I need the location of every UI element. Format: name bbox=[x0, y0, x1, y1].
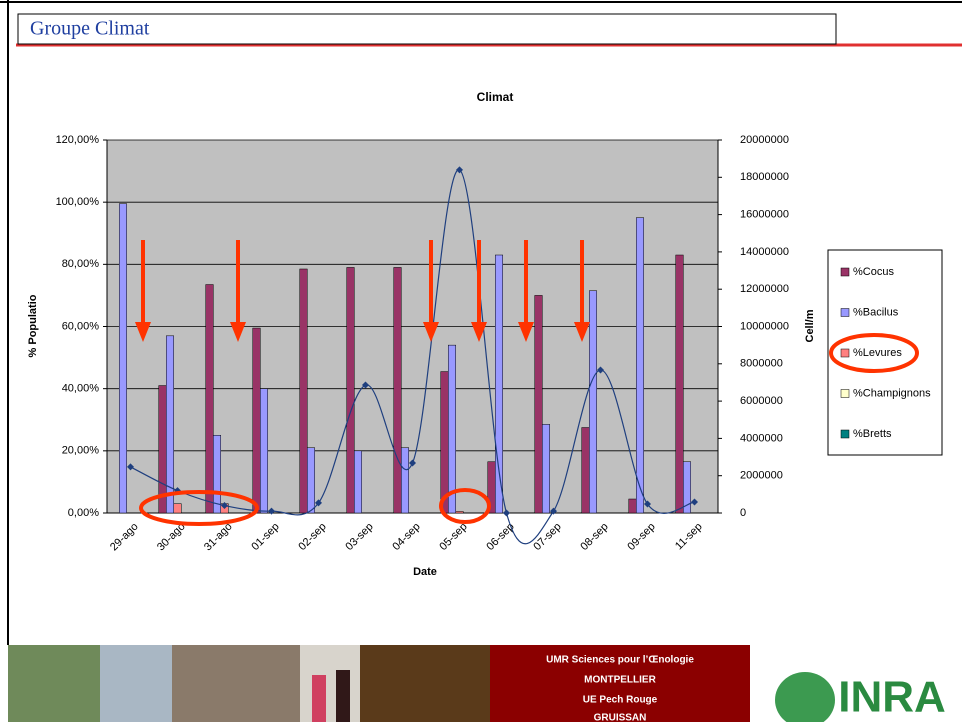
bar bbox=[440, 371, 449, 514]
arrow bbox=[574, 240, 590, 342]
highlight-circle bbox=[139, 490, 259, 526]
bar bbox=[448, 344, 456, 514]
line-marker bbox=[268, 507, 275, 515]
y2-tick-label: 2000000 bbox=[740, 470, 783, 482]
line-marker bbox=[597, 366, 604, 374]
bar bbox=[628, 498, 637, 514]
arrow bbox=[135, 240, 151, 342]
institution-box bbox=[490, 645, 750, 722]
y-tick-label: 80,00% bbox=[62, 258, 100, 270]
bar bbox=[166, 335, 174, 514]
bar bbox=[683, 461, 691, 514]
photo bbox=[172, 645, 300, 722]
bottle bbox=[312, 675, 326, 722]
y2-tick-label: 10000000 bbox=[740, 320, 789, 332]
footer-line: MONTPELLIER bbox=[584, 675, 656, 686]
bar bbox=[581, 427, 590, 514]
legend-swatch bbox=[840, 267, 850, 277]
y2-tick-label: 4000000 bbox=[740, 432, 783, 444]
y-tick-label: 100,00% bbox=[56, 196, 100, 208]
y2-tick-label: 8000000 bbox=[740, 358, 783, 370]
y2-tick-label: 6000000 bbox=[740, 395, 783, 407]
y-tick-label: 20,00% bbox=[62, 445, 100, 457]
logo: INRA bbox=[838, 673, 946, 722]
legend-label: %Bretts bbox=[853, 428, 892, 440]
logo-mark bbox=[775, 672, 835, 722]
arrow bbox=[230, 240, 246, 342]
y2-tick-label: 12000000 bbox=[740, 283, 789, 295]
line-marker bbox=[691, 498, 698, 506]
line bbox=[130, 169, 695, 545]
header-box bbox=[17, 13, 837, 45]
legend-swatch bbox=[840, 348, 850, 358]
line-marker bbox=[409, 459, 416, 467]
highlight-circle bbox=[439, 488, 491, 524]
bar bbox=[307, 447, 315, 514]
bar bbox=[299, 268, 308, 514]
bar bbox=[455, 511, 464, 514]
y2-tick-label: 18000000 bbox=[740, 171, 789, 183]
annotations bbox=[135, 240, 590, 526]
photo bbox=[8, 645, 100, 722]
y2-tick-label: 20000000 bbox=[740, 134, 789, 146]
bar bbox=[542, 424, 550, 514]
line-marker bbox=[503, 509, 510, 517]
legend-label: %Champignons bbox=[853, 387, 931, 399]
y-tick-label: 0,00% bbox=[68, 507, 99, 519]
y-axis-label: % Populatio bbox=[27, 294, 39, 357]
y2-tick-label: 14000000 bbox=[740, 246, 789, 258]
bar bbox=[205, 284, 214, 514]
bar bbox=[346, 267, 355, 514]
bar bbox=[401, 447, 409, 514]
legend-label: %Bacilus bbox=[853, 306, 899, 318]
legend-label: %Levures bbox=[853, 347, 902, 359]
arrow bbox=[518, 240, 534, 342]
photo bbox=[300, 645, 360, 722]
footer: UMR Sciences pour l’Œnologie MONTPELLIER… bbox=[8, 645, 946, 722]
line-marker bbox=[644, 500, 651, 508]
bottle bbox=[336, 670, 350, 722]
bar bbox=[675, 254, 684, 514]
legend-swatch bbox=[840, 389, 850, 398]
line-marker bbox=[221, 502, 228, 510]
line-marker bbox=[315, 499, 322, 507]
bar bbox=[119, 203, 127, 514]
arrow bbox=[471, 240, 487, 342]
y2-tick-label: 0 bbox=[740, 507, 746, 519]
bar bbox=[173, 503, 182, 514]
bar bbox=[393, 267, 402, 514]
bar bbox=[260, 388, 268, 514]
y-tick-label: 40,00% bbox=[62, 383, 100, 395]
line-marker bbox=[127, 463, 134, 471]
legend-swatch bbox=[840, 308, 850, 317]
line-marker bbox=[362, 381, 369, 389]
bar bbox=[636, 217, 644, 514]
bar bbox=[589, 290, 597, 514]
x-axis-label: Date bbox=[413, 566, 437, 578]
footer-line: GRUISSAN bbox=[594, 713, 647, 722]
bar bbox=[252, 327, 261, 514]
legend-swatch bbox=[840, 429, 850, 439]
header-title: Groupe Climat bbox=[30, 18, 150, 40]
bar bbox=[495, 254, 503, 514]
legend-label: %Cocus bbox=[853, 266, 894, 278]
photo bbox=[100, 645, 172, 722]
y2-axis-label: Cell/m bbox=[804, 309, 816, 342]
line-marker bbox=[550, 507, 557, 515]
bar bbox=[213, 435, 221, 514]
arrow bbox=[423, 240, 439, 342]
y-tick-label: 120,00% bbox=[56, 134, 100, 146]
line-marker bbox=[456, 166, 463, 174]
y2-tick-label: 16000000 bbox=[740, 209, 789, 221]
bar bbox=[354, 450, 362, 514]
highlight-circle bbox=[829, 333, 919, 373]
bar bbox=[534, 295, 543, 514]
footer-line: UMR Sciences pour l’Œnologie bbox=[546, 655, 694, 666]
footer-line: UE Pech Rouge bbox=[583, 695, 658, 706]
chart-title: Climat bbox=[477, 90, 514, 104]
y-tick-label: 60,00% bbox=[62, 320, 100, 332]
photo bbox=[360, 645, 490, 722]
